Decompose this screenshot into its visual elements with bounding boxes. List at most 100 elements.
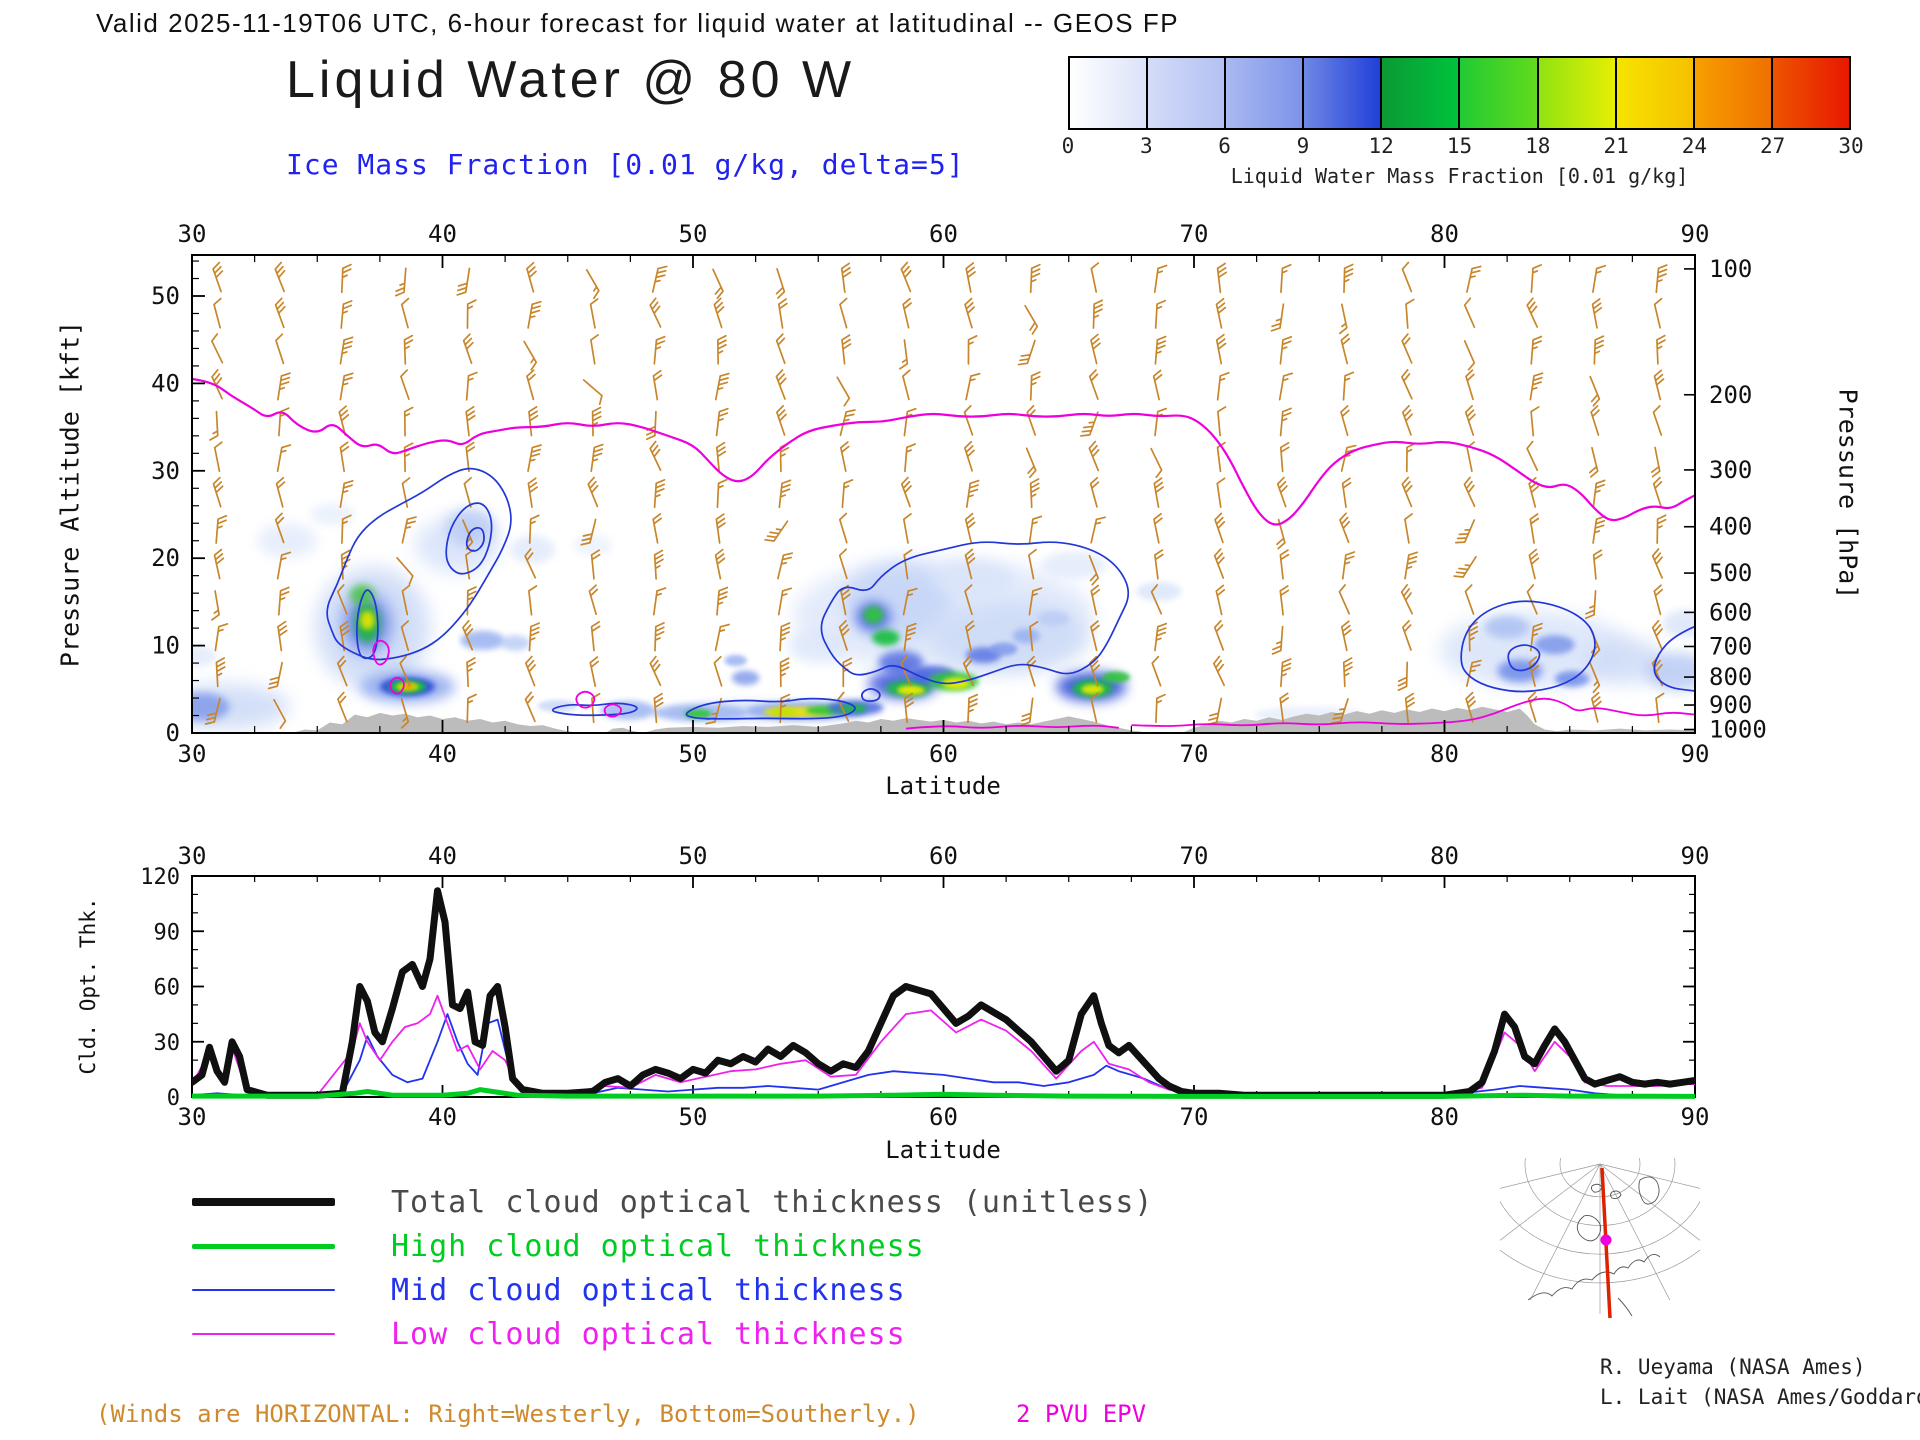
- svg-text:80: 80: [1430, 842, 1459, 870]
- svg-text:200: 200: [1709, 381, 1752, 409]
- page-title: Liquid Water @ 80 W: [286, 51, 856, 109]
- svg-text:50: 50: [679, 1103, 708, 1131]
- credits: R. Ueyama (NASA Ames) L. Lait (NASA Ames…: [1600, 1352, 1920, 1412]
- colorbar-segment: [1770, 58, 1849, 128]
- svg-text:30: 30: [178, 220, 207, 248]
- legend-label-high: High cloud optical thickness: [391, 1228, 925, 1264]
- colorbar-segment: [1380, 58, 1459, 128]
- optical-thickness-series: [192, 887, 1695, 1099]
- valid-line: Valid 2025-11-19T06 UTC, 6-hour forecast…: [96, 8, 1180, 38]
- credit-line-1: R. Ueyama (NASA Ames): [1600, 1355, 1866, 1379]
- colorbar: 0 3 6 9 12 15 18 21 24 27 30 Liquid Water Mass Fra…: [1062, 56, 1864, 188]
- svg-text:90: 90: [1681, 1103, 1710, 1131]
- svg-text:900: 900: [1709, 691, 1752, 719]
- colorbar-tick: 24: [1681, 134, 1708, 158]
- svg-text:90: 90: [1681, 740, 1710, 768]
- svg-text:90: 90: [1681, 220, 1710, 248]
- colorbar-tick: 9: [1296, 134, 1310, 158]
- legend-label-low: Low cloud optical thickness: [391, 1316, 906, 1352]
- svg-text:120: 120: [140, 865, 180, 890]
- liquid-water-field: [192, 503, 1695, 730]
- colorbar-tick: 15: [1446, 134, 1473, 158]
- colorbar-tick: 21: [1603, 134, 1629, 158]
- legend-label-mid: Mid cloud optical thickness: [391, 1272, 906, 1308]
- y-axis-label-cld-opt-thk: Cld. Opt. Thk.: [76, 897, 100, 1075]
- legend-item-high: High cloud optical thickness: [192, 1224, 1153, 1268]
- legend-item-mid: Mid cloud optical thickness: [192, 1268, 1153, 1312]
- svg-text:400: 400: [1709, 513, 1752, 541]
- svg-text:70: 70: [1180, 740, 1209, 768]
- colorbar-tick: 30: [1838, 134, 1864, 158]
- colorbar-gradient: [1068, 56, 1851, 130]
- epv-contours: [192, 377, 1695, 730]
- legend-line-high: [192, 1243, 335, 1249]
- colorbar-segment: [1070, 58, 1147, 128]
- legend-line-mid: [192, 1289, 335, 1291]
- svg-text:60: 60: [929, 842, 958, 870]
- svg-text:0: 0: [166, 719, 180, 747]
- svg-text:30: 30: [178, 740, 207, 768]
- svg-text:40: 40: [428, 1103, 457, 1131]
- svg-text:80: 80: [1430, 740, 1459, 768]
- svg-text:1000: 1000: [1709, 716, 1767, 744]
- legend: Total cloud optical thickness (unitless)…: [192, 1180, 1153, 1356]
- svg-text:60: 60: [154, 976, 181, 1001]
- svg-text:300: 300: [1709, 456, 1752, 484]
- colorbar-tick: 0: [1061, 134, 1075, 158]
- colorbar-ticks: 0 3 6 9 12 15 18 21 24 27 30: [1062, 134, 1864, 164]
- svg-text:800: 800: [1709, 663, 1752, 691]
- svg-text:80: 80: [1430, 220, 1459, 248]
- legend-item-total: Total cloud optical thickness (unitless): [192, 1180, 1153, 1224]
- svg-text:40: 40: [428, 220, 457, 248]
- svg-text:700: 700: [1709, 632, 1752, 660]
- svg-text:40: 40: [428, 740, 457, 768]
- colorbar-label: Liquid Water Mass Fraction [0.01 g/kg]: [1230, 164, 1689, 188]
- colorbar-tick: 3: [1139, 134, 1153, 158]
- svg-text:20: 20: [151, 544, 180, 572]
- svg-text:70: 70: [1180, 1103, 1209, 1131]
- epv-label: 2 PVU EPV: [1016, 1400, 1147, 1428]
- svg-text:60: 60: [929, 1103, 958, 1131]
- svg-text:90: 90: [154, 920, 181, 945]
- svg-text:30: 30: [178, 1103, 207, 1131]
- x-axis-label-latitude-main: Latitude: [885, 772, 1001, 800]
- svg-text:60: 60: [929, 740, 958, 768]
- colorbar-tick: 12: [1368, 134, 1394, 158]
- legend-line-total: [192, 1198, 335, 1206]
- legend-line-low: [192, 1333, 335, 1335]
- main-axes: 3030404050506060707080809090010203040501…: [151, 220, 1767, 768]
- svg-text:50: 50: [679, 740, 708, 768]
- svg-text:30: 30: [154, 1031, 181, 1056]
- svg-text:40: 40: [428, 842, 457, 870]
- svg-text:60: 60: [929, 220, 958, 248]
- colorbar-tick: 6: [1218, 134, 1231, 158]
- colorbar-tick: 27: [1760, 134, 1786, 158]
- svg-text:50: 50: [679, 220, 708, 248]
- winds-note: (Winds are HORIZONTAL: Right=Westerly, B…: [96, 1400, 920, 1428]
- legend-item-low: Low cloud optical thickness: [192, 1312, 1153, 1356]
- credit-line-2: L. Lait (NASA Ames/Goddard): [1600, 1385, 1920, 1409]
- svg-text:100: 100: [1709, 255, 1752, 283]
- location-map-inset: [1500, 1158, 1700, 1319]
- svg-text:70: 70: [1180, 220, 1209, 248]
- svg-text:90: 90: [1681, 842, 1710, 870]
- svg-text:40: 40: [151, 369, 180, 397]
- svg-text:50: 50: [679, 842, 708, 870]
- colorbar-segment: [1224, 58, 1303, 128]
- y-axis-label-pressure-hpa: Pressure [hPa]: [1833, 388, 1863, 600]
- svg-text:30: 30: [178, 842, 207, 870]
- colorbar-segment: [1146, 58, 1225, 128]
- svg-text:10: 10: [151, 632, 180, 660]
- svg-text:50: 50: [151, 282, 180, 310]
- colorbar-segment: [1614, 58, 1693, 128]
- colorbar-segment: [1536, 58, 1615, 128]
- subtitle-ice-mass-fraction: Ice Mass Fraction [0.01 g/kg, delta=5]: [286, 148, 965, 181]
- legend-label-total: Total cloud optical thickness (unitless): [391, 1184, 1154, 1220]
- colorbar-segment: [1458, 58, 1537, 128]
- colorbar-segment: [1302, 58, 1381, 128]
- svg-text:0: 0: [167, 1086, 180, 1111]
- x-axis-label-latitude-panel2: Latitude: [885, 1136, 1001, 1164]
